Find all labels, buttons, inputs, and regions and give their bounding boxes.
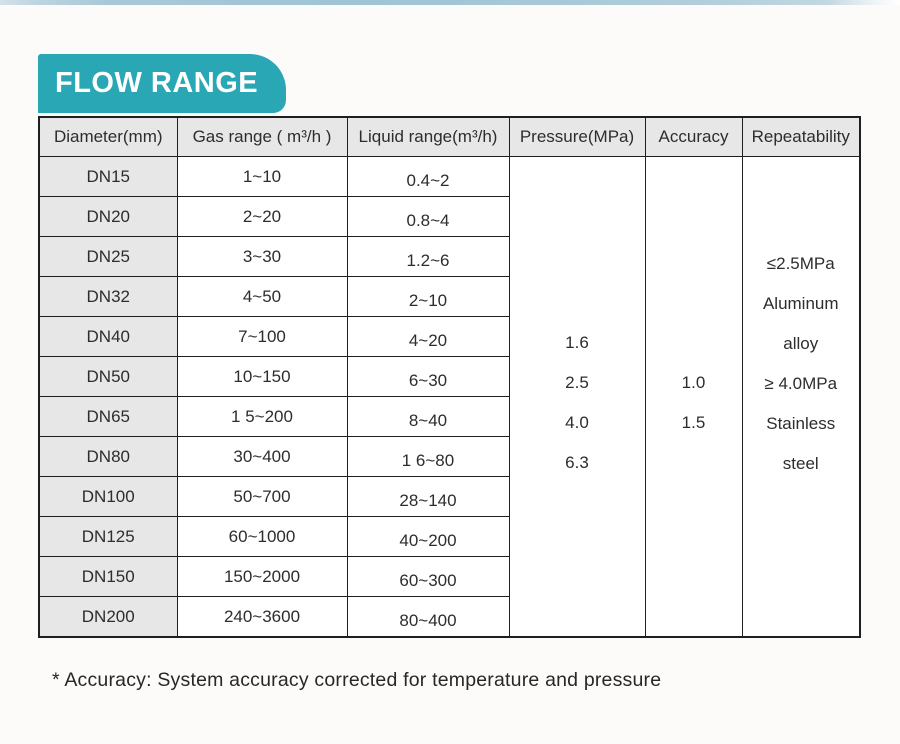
liquid-value: 2~10 (408, 290, 448, 310)
pressure-value: 4.0 (565, 412, 589, 432)
header-cell-liquid-range: Liquid range(m³/h) (346, 116, 510, 157)
cell-diameter: DN25 (38, 236, 178, 277)
cell-gas-range: 150~2000 (176, 556, 348, 597)
cell-liquid-range: 0.8~4 (346, 196, 510, 237)
liquid-value: 0.8~4 (406, 210, 450, 230)
table-row: DN40 7~100 4~20 (38, 316, 860, 357)
header-cell-repeatability: Repeatability (741, 116, 861, 157)
repeatability-line: ≥ 4.0MPa (764, 373, 838, 393)
header-cell-pressure: Pressure(MPa) (508, 116, 646, 157)
header-row: Diameter(mm) Gas range ( m³/h ) Liquid r… (38, 116, 861, 157)
cell-gas-range: 10~150 (176, 356, 348, 397)
table-row: DN200 240~3600 80~400 (38, 596, 860, 638)
repeatability-line: steel (782, 453, 819, 473)
cell-liquid-range: 4~20 (346, 316, 510, 357)
liquid-value: 8~40 (408, 410, 448, 430)
table-row: DN150 150~2000 60~300 (38, 556, 860, 597)
header-cell-diameter: Diameter(mm) (38, 116, 178, 157)
table-row: DN25 3~30 1.2~6 (38, 236, 860, 277)
pressure-merged-cell: 1.6 2.5 4.0 6.3 (508, 156, 646, 638)
cell-diameter: DN32 (38, 276, 178, 317)
cell-liquid-range: 2~10 (346, 276, 510, 317)
liquid-value: 60~300 (399, 570, 457, 590)
cell-liquid-range: 60~300 (346, 556, 510, 597)
cell-diameter: DN125 (38, 516, 178, 557)
table-row: DN32 4~50 2~10 (38, 276, 860, 317)
cell-liquid-range: 0.4~2 (346, 156, 510, 197)
header-cell-gas-range: Gas range ( m³/h ) (176, 116, 348, 157)
accuracy-value: 1.5 (681, 412, 706, 432)
accuracy-value: 1.0 (681, 372, 706, 392)
cell-gas-range: 3~30 (176, 236, 348, 277)
table-row: DN125 60~1000 40~200 (38, 516, 860, 557)
cell-liquid-range: 1 6~80 (346, 436, 510, 477)
repeatability-line: ≤2.5MPa (766, 253, 835, 273)
decorative-top-strip (0, 0, 900, 5)
repeatability-lines: ≤2.5MPa Aluminum alloy ≥ 4.0MPa Stainles… (743, 244, 859, 484)
cell-diameter: DN80 (38, 436, 178, 477)
liquid-value: 1 6~80 (401, 450, 455, 470)
repeatability-merged-cell: ≤2.5MPa Aluminum alloy ≥ 4.0MPa Stainles… (741, 156, 861, 638)
cell-diameter: DN150 (38, 556, 178, 597)
table-row: DN50 10~150 6~30 (38, 356, 860, 397)
accuracy-footnote: * Accuracy: System accuracy corrected fo… (52, 669, 662, 691)
cell-liquid-range: 28~140 (346, 476, 510, 517)
section-title-badge: FLOW RANGE (38, 54, 286, 113)
cell-gas-range: 1 5~200 (176, 396, 348, 437)
pressure-value: 1.6 (565, 332, 589, 352)
cell-liquid-range: 40~200 (346, 516, 510, 557)
cell-gas-range: 4~50 (176, 276, 348, 317)
table-row: DN15 1~10 0.4~2 1.6 2.5 4.0 6.3 1.0 1.5 (38, 156, 861, 638)
accuracy-merged-cell: 1.0 1.5 (644, 156, 743, 638)
header-cell-accuracy: Accuracy (644, 116, 743, 157)
cell-diameter: DN50 (38, 356, 178, 397)
liquid-value: 0.4~2 (406, 170, 450, 190)
liquid-value: 40~200 (399, 530, 457, 550)
section-title: FLOW RANGE (55, 67, 259, 99)
table-row: DN100 50~700 28~140 (38, 476, 860, 517)
accuracy-values: 1.0 1.5 (646, 363, 741, 443)
cell-diameter: DN65 (38, 396, 178, 437)
cell-gas-range: 30~400 (176, 436, 348, 477)
cell-liquid-range: 80~400 (346, 596, 510, 638)
pressure-value: 2.5 (565, 372, 589, 392)
cell-diameter: DN40 (38, 316, 178, 357)
cell-gas-range: 50~700 (176, 476, 348, 517)
cell-diameter: DN100 (38, 476, 178, 517)
table-row: DN20 2~20 0.8~4 (38, 196, 860, 237)
table-row: DN80 30~400 1 6~80 (38, 436, 860, 477)
pressure-values: 1.6 2.5 4.0 6.3 (510, 323, 644, 483)
cell-diameter: DN20 (38, 196, 178, 237)
pressure-value: 6.3 (565, 452, 589, 472)
cell-liquid-range: 8~40 (346, 396, 510, 437)
liquid-value: 1.2~6 (406, 250, 450, 270)
cell-gas-range: 1~10 (176, 156, 348, 197)
table-body: DN15 1~10 0.4~2 1.6 2.5 4.0 6.3 1.0 1.5 (38, 156, 861, 638)
cell-diameter: DN200 (38, 596, 178, 638)
cell-gas-range: 240~3600 (176, 596, 348, 638)
repeatability-line: alloy (783, 333, 819, 353)
table-header: Diameter(mm) Gas range ( m³/h ) Liquid r… (38, 116, 861, 157)
liquid-value: 28~140 (399, 490, 457, 510)
cell-diameter: DN15 (38, 156, 178, 197)
liquid-value: 80~400 (399, 610, 457, 630)
liquid-value: 6~30 (408, 370, 448, 390)
cell-liquid-range: 1.2~6 (346, 236, 510, 277)
liquid-value: 4~20 (408, 330, 448, 350)
repeatability-line: Aluminum (762, 293, 839, 313)
flow-range-table: Diameter(mm) Gas range ( m³/h ) Liquid r… (38, 116, 861, 638)
cell-gas-range: 60~1000 (176, 516, 348, 557)
cell-gas-range: 2~20 (176, 196, 348, 237)
cell-liquid-range: 6~30 (346, 356, 510, 397)
repeatability-line: Stainless (766, 413, 836, 433)
cell-gas-range: 7~100 (176, 316, 348, 357)
